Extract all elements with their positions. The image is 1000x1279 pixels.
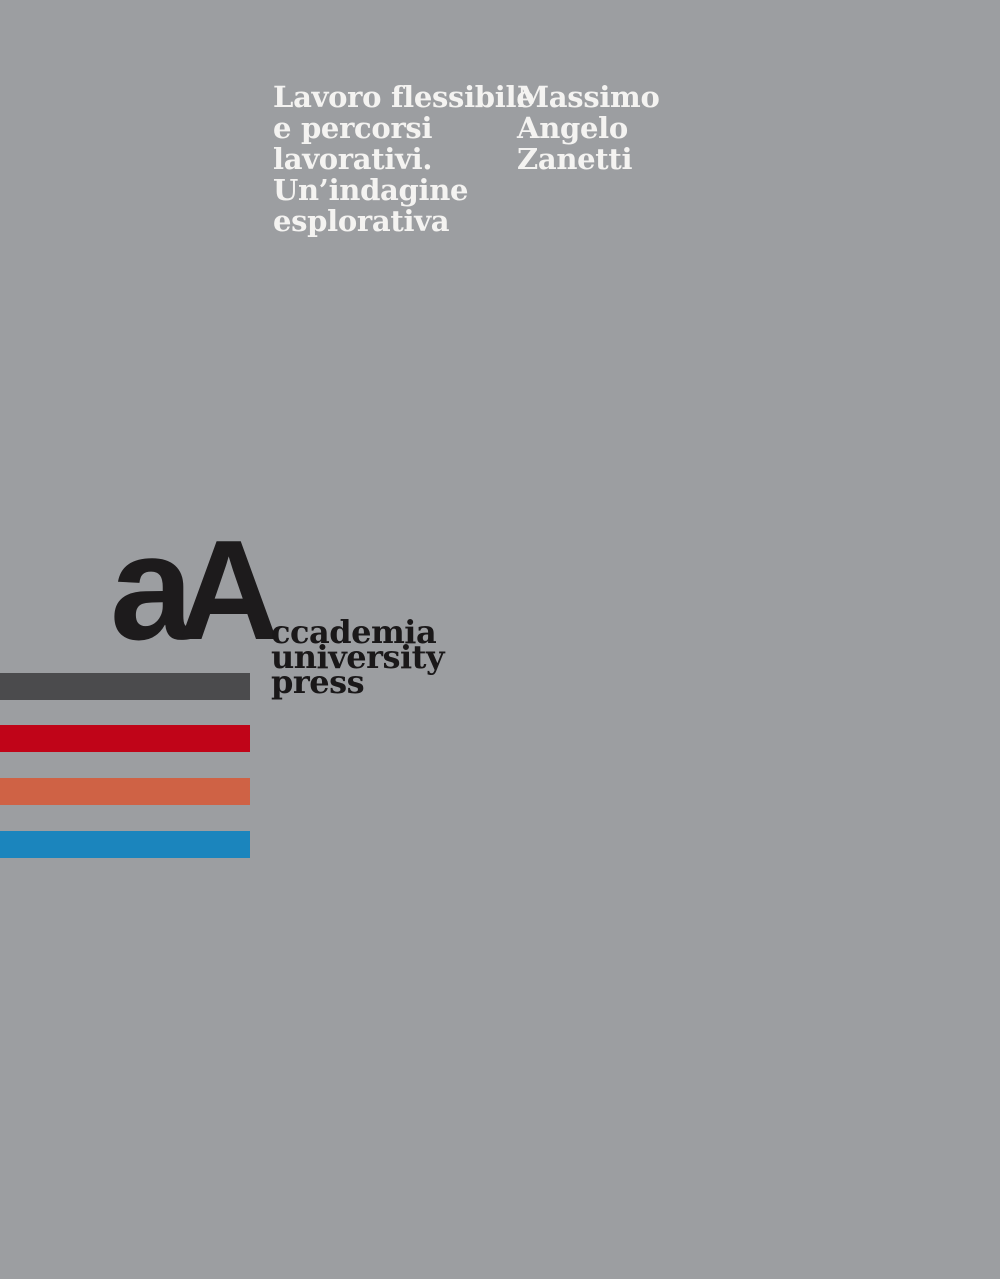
book-author: Massimo Angelo Zanetti xyxy=(517,80,660,176)
publisher-logo: aA xyxy=(110,512,280,662)
blue-bar xyxy=(0,831,250,858)
red-bar xyxy=(0,725,250,752)
orange-bar xyxy=(0,778,250,805)
book-title: Lavoro flessibile e percorsi lavorativi.… xyxy=(273,80,535,238)
logo-letter-uppercase-a: A xyxy=(177,511,280,670)
dark-gray-bar xyxy=(0,673,250,700)
publisher-name: ccademia university press xyxy=(271,613,445,701)
logo-letter-lowercase-a: a xyxy=(110,503,193,671)
